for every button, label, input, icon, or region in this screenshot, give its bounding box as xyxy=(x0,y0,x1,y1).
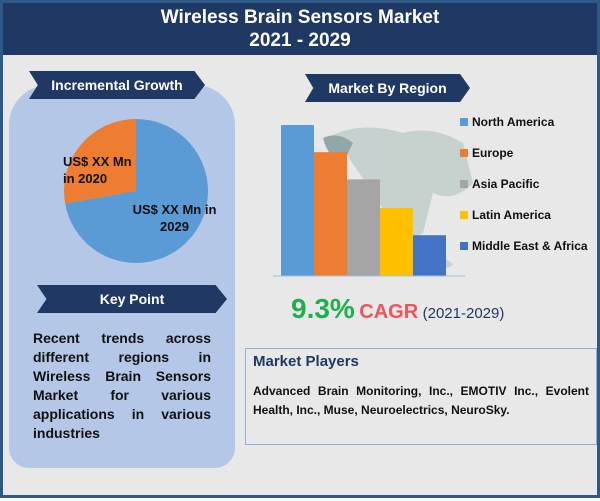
bar-middle-east-africa xyxy=(413,235,446,276)
header: Wireless Brain Sensors Market 2021 - 202… xyxy=(3,3,597,55)
legend-item: Europe xyxy=(460,146,513,160)
pie-label-2020: US$ XX Mn in 2020 xyxy=(63,154,132,186)
market-players-box: Market Players Advanced Brain Monitoring… xyxy=(245,348,597,445)
pie-slice-2020 xyxy=(63,119,136,204)
page-subtitle: 2021 - 2029 xyxy=(249,30,351,51)
legend-item: Middle East & Africa xyxy=(460,239,588,253)
market-players-title: Market Players xyxy=(253,353,359,370)
legend-swatch xyxy=(460,211,468,219)
legend-label: Latin America xyxy=(472,208,551,222)
bar-asia-pacific xyxy=(347,179,380,276)
pie-label-2029: US$ XX Mn in 2029 xyxy=(132,202,217,234)
cagr-period: (2021-2029) xyxy=(422,305,505,322)
cagr-readout: 9.3% CAGR (2021-2029) xyxy=(291,293,504,325)
legend-label: Asia Pacific xyxy=(472,177,540,191)
legend-label: Middle East & Africa xyxy=(472,239,588,253)
cagr-value: 9.3% xyxy=(291,293,355,324)
market-by-region-ribbon: Market By Region xyxy=(305,74,470,102)
bar-north-america xyxy=(281,125,314,276)
page-title: Wireless Brain Sensors Market xyxy=(160,7,440,28)
key-point-text: Recent trends across different regions i… xyxy=(33,330,211,441)
pie-slice-2029 xyxy=(65,119,209,264)
bar-europe xyxy=(314,152,347,276)
legend-swatch xyxy=(460,180,468,188)
legend-swatch xyxy=(460,242,468,250)
legend-label: North America xyxy=(472,115,555,129)
region-bar-chart xyxy=(273,125,473,277)
growth-pie xyxy=(63,119,209,264)
legend-item: North America xyxy=(460,115,554,129)
legend-item: Latin America xyxy=(460,208,551,222)
legend-swatch xyxy=(460,149,468,157)
legend-swatch xyxy=(460,118,468,126)
legend-label: Europe xyxy=(472,146,514,160)
bar-latin-america xyxy=(380,208,413,276)
legend-item: Asia Pacific xyxy=(460,177,539,191)
cagr-label: CAGR xyxy=(359,301,419,323)
incremental-growth-ribbon: Incremental Growth xyxy=(29,71,205,99)
market-players-text: Advanced Brain Monitoring, Inc., EMOTIV … xyxy=(253,384,589,417)
key-point-ribbon: Key Point xyxy=(37,285,227,313)
